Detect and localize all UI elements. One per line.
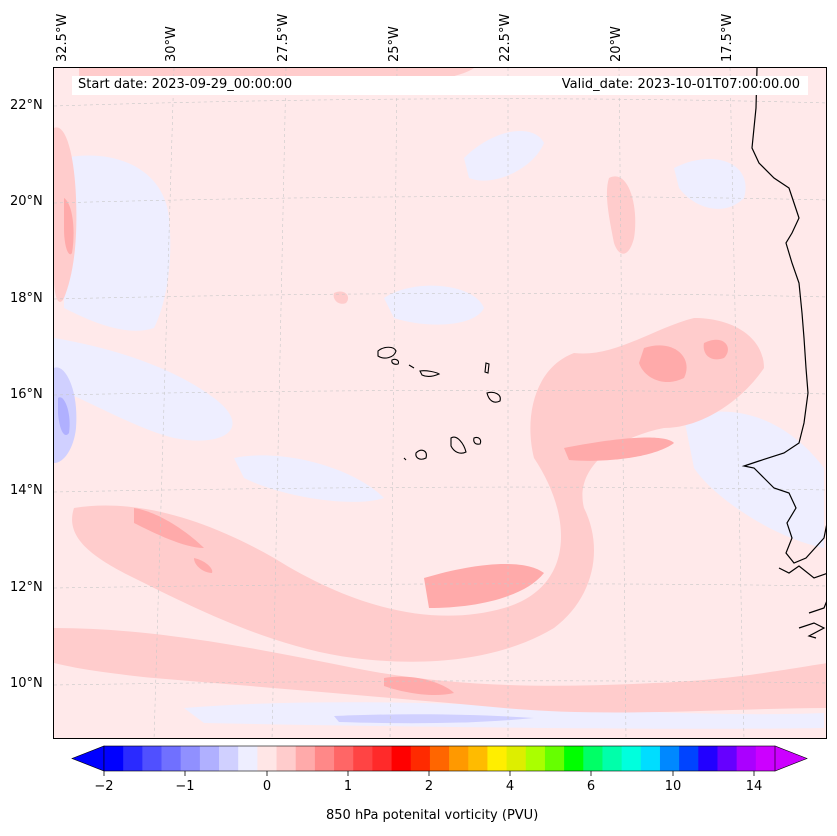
colorbar-tick-label: 0 (263, 779, 271, 794)
lat-label-22n: 22°N (10, 98, 43, 113)
colorbar-swatch (544, 746, 565, 771)
lat-label-14n: 14°N (10, 483, 43, 498)
colorbar-swatch (698, 746, 718, 771)
colorbar-swatch (487, 746, 508, 771)
africa-coastline (741, 68, 826, 564)
colorbar: −2 −1 0 1 2 4 6 10 14 (71, 745, 808, 794)
colorbar-swatch (257, 746, 278, 771)
colorbar-swatch (736, 746, 757, 771)
lon-label-27-5w: 27.5°W (276, 13, 291, 62)
lat-label-12n: 12°N (10, 580, 43, 595)
colorbar-tick-label: 4 (506, 779, 514, 794)
lon-label-32-5w: 32.5°W (55, 13, 70, 62)
colorbar-swatch (372, 746, 393, 771)
colorbar-swatch (621, 746, 642, 771)
colorbar-swatch (142, 746, 163, 771)
colorbar-swatch (640, 746, 661, 771)
colorbar-swatch (410, 746, 431, 771)
start-date-label: Start date: 2023-09-29_00:00:00 (78, 77, 293, 92)
colorbar-swatch (525, 746, 546, 771)
graticule (54, 68, 826, 738)
colorbar-swatch (314, 746, 335, 771)
colorbar-tick-label: 14 (746, 779, 763, 794)
colorbar-extend-low (71, 745, 105, 772)
colorbar-swatch (659, 746, 680, 771)
colorbar-swatch (199, 746, 220, 771)
colorbar-swatch (295, 746, 316, 771)
colorbar-tick-label: 2 (425, 779, 433, 794)
colorbar-swatch (180, 746, 201, 771)
colorbar-swatch (276, 746, 297, 771)
colorbar-swatch (717, 746, 738, 771)
colorbar-title: 850 hPa potenital vorticity (PVU) (326, 808, 539, 823)
lat-label-18n: 18°N (10, 291, 43, 306)
negative-pv-regions (54, 131, 824, 729)
colorbar-tick-label: 10 (665, 779, 682, 794)
coastline-segment (808, 601, 826, 614)
colorbar-swatch (449, 746, 469, 771)
colorbar-tick-label: 6 (587, 779, 595, 794)
colorbar-swatch (104, 746, 124, 771)
colorbar-extend-high (774, 745, 808, 772)
positive-pv-cores (64, 198, 728, 696)
colorbar-tick-label: −1 (175, 779, 194, 794)
pv-contour-field (54, 68, 826, 738)
colorbar-tick-label: 1 (344, 779, 352, 794)
colorbar-swatch (583, 746, 603, 771)
cape-verde-islands (377, 346, 501, 461)
coastline-segment (798, 622, 826, 639)
colorbar-swatch (353, 746, 373, 771)
colorbar-swatch (391, 746, 412, 771)
lat-label-20n: 20°N (10, 194, 43, 209)
coastline-segment (778, 565, 826, 579)
lat-label-16n: 16°N (10, 387, 43, 402)
lon-label-25w: 25°W (387, 26, 402, 62)
colorbar-swatch (238, 746, 258, 771)
date-header: Start date: 2023-09-29_00:00:00 Valid_da… (72, 76, 808, 95)
colorbar-swatch (602, 746, 623, 771)
lon-label-17-5w: 17.5°W (720, 13, 735, 62)
colorbar-tick-label: −2 (94, 779, 113, 794)
colorbar-swatch (506, 746, 527, 771)
colorbar-swatch (429, 746, 450, 771)
lon-label-20w: 20°W (609, 26, 624, 62)
lon-label-22-5w: 22.5°W (498, 13, 513, 62)
colorbar-swatch (564, 746, 584, 771)
colorbar-swatch (123, 746, 143, 771)
colorbar-swatch (755, 746, 776, 771)
colorbar-swatch (679, 746, 699, 771)
colorbar-swatch (468, 746, 488, 771)
colorbar-swatch (161, 746, 182, 771)
colorbar-swatch (334, 746, 354, 771)
lon-label-30w: 30°W (164, 26, 179, 62)
map-panel (53, 67, 827, 739)
valid-date-label: Valid_date: 2023-10-01T07:00:00.00 (561, 77, 800, 92)
lat-label-10n: 10°N (10, 676, 43, 691)
colorbar-swatch (219, 746, 239, 771)
colorbar-border (103, 745, 776, 772)
